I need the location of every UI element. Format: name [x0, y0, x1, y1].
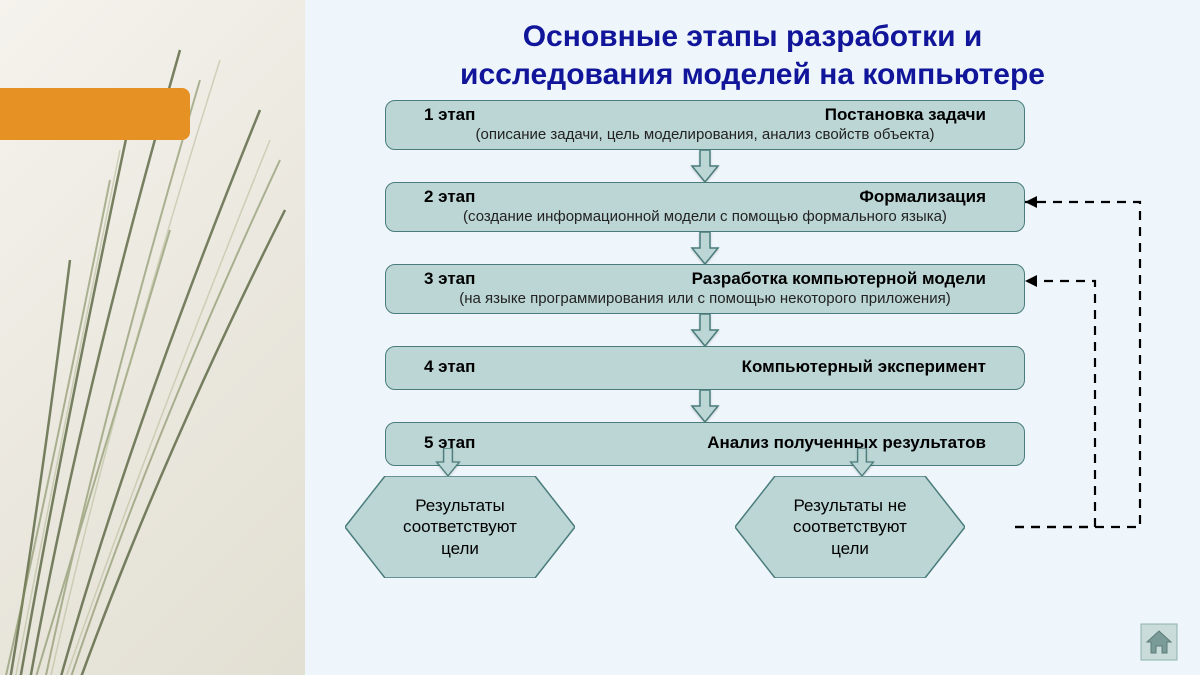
arrow-down-icon [690, 232, 720, 264]
arrow-down-icon [435, 448, 461, 476]
hex-left-l3: цели [441, 539, 479, 558]
stage-num: 4 этап [400, 357, 475, 377]
stage-num: 2 этап [400, 187, 475, 207]
hex-result-match: Результаты соответствуют цели [345, 476, 575, 578]
flowchart: 1 этап Постановка задачи (описание задач… [355, 100, 1055, 466]
hex-left-l1: Результаты [415, 496, 505, 515]
arrow-down-icon [849, 448, 875, 476]
stage-num: 3 этап [400, 269, 475, 289]
split-arrows [305, 448, 1005, 476]
stage-sub: (описание задачи, цель моделирования, ан… [400, 126, 1010, 143]
arrow-down-icon [690, 150, 720, 182]
arrow-connector [385, 232, 1025, 264]
stage-name: Формализация [859, 187, 1010, 207]
stage-sub: (на языке программирования или с помощью… [400, 290, 1010, 307]
arrow-connector [385, 150, 1025, 182]
stage-1: 1 этап Постановка задачи (описание задач… [385, 100, 1025, 150]
hex-result-nomatch: Результаты не соответствуют цели [735, 476, 965, 578]
content-panel: Основные этапы разработки и исследования… [305, 0, 1200, 675]
left-decorative-panel [0, 0, 305, 675]
hex-right-l1: Результаты не [793, 496, 906, 515]
hex-left-l2: соответствуют [403, 517, 517, 536]
stage-2: 2 этап Формализация (создание информацио… [385, 182, 1025, 232]
stage-4: 4 этап Компьютерный эксперимент [385, 346, 1025, 390]
arrow-connector [385, 314, 1025, 346]
page-title: Основные этапы разработки и исследования… [305, 18, 1200, 93]
stage-num: 1 этап [400, 105, 475, 125]
hex-right-l2: соответствуют [793, 517, 907, 536]
stage-sub: (создание информационной модели с помощь… [400, 208, 1010, 225]
stage-name: Постановка задачи [825, 105, 1010, 125]
arrow-down-icon [690, 314, 720, 346]
hex-right-l3: цели [831, 539, 869, 558]
title-line-1: Основные этапы разработки и [523, 20, 983, 53]
home-icon[interactable] [1140, 623, 1178, 661]
stage-name: Компьютерный эксперимент [742, 357, 1010, 377]
title-line-2: исследования моделей на компьютере [460, 58, 1045, 91]
stage-3: 3 этап Разработка компьютерной модели (н… [385, 264, 1025, 314]
stage-name: Разработка компьютерной модели [692, 269, 1010, 289]
arrow-connector [385, 390, 1025, 422]
orange-accent-tab [0, 88, 190, 140]
arrow-down-icon [690, 390, 720, 422]
decision-row: Результаты соответствуют цели Результаты… [305, 476, 1005, 578]
